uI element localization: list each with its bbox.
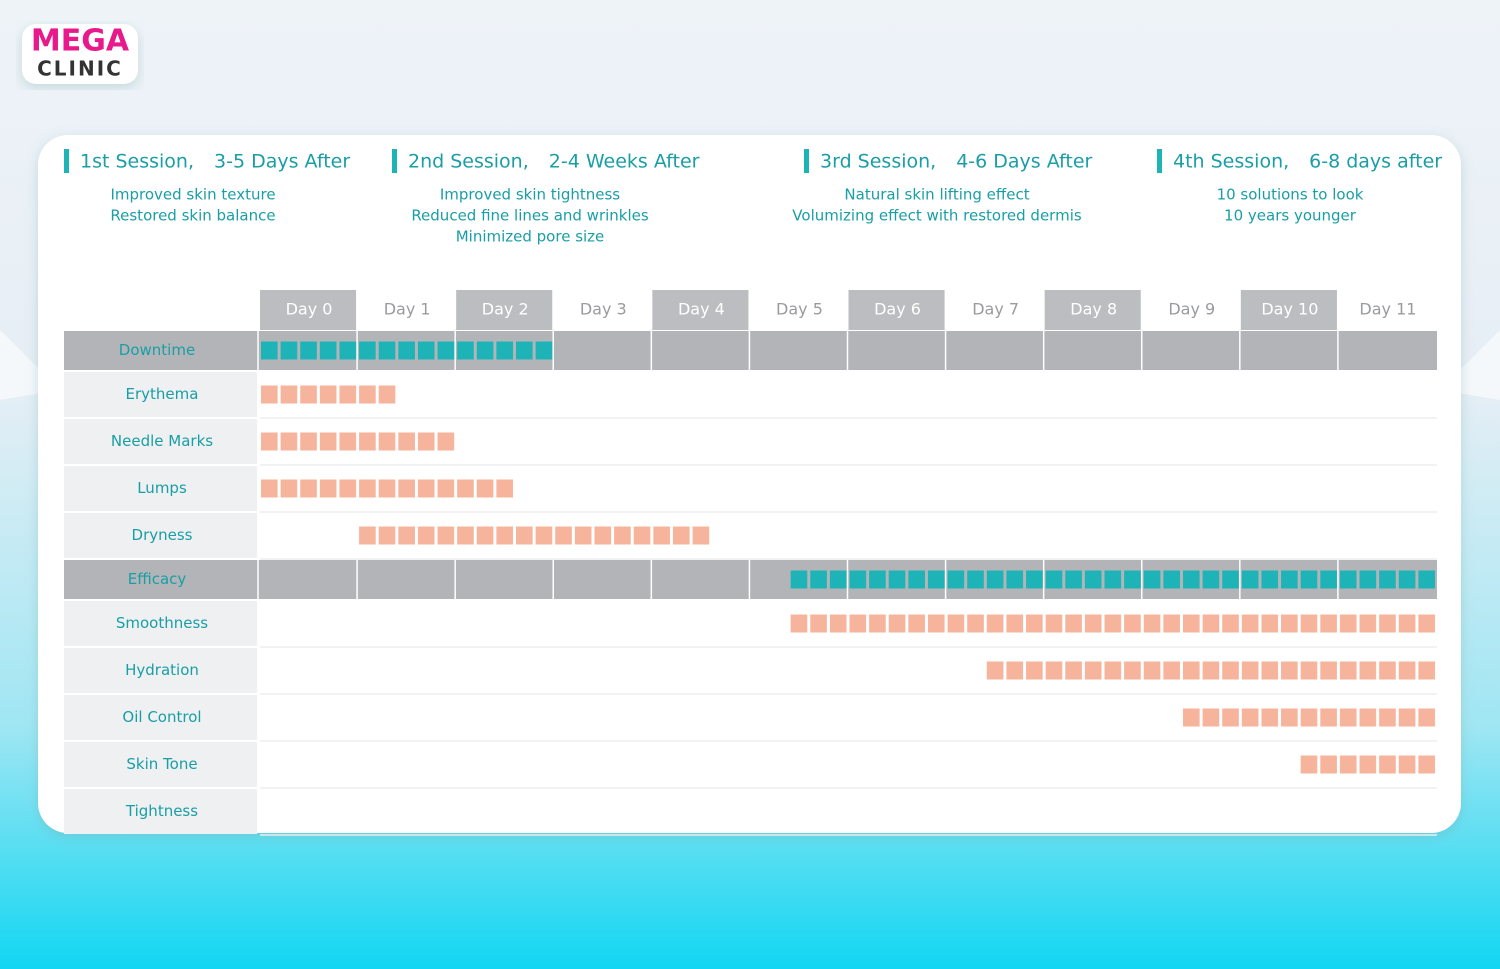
day-label: Day 11	[1359, 300, 1416, 319]
day-label: Day 0	[286, 300, 333, 319]
session-marker	[804, 149, 809, 173]
label-cell	[64, 648, 257, 693]
bar	[260, 479, 516, 498]
day-header	[260, 290, 357, 330]
row-label: Hydration	[125, 661, 199, 679]
session-note: Natural skin lifting effect	[844, 186, 1029, 204]
session-timing: 6-8 days after	[1309, 151, 1442, 173]
day-label: Day 1	[384, 300, 431, 319]
day-label: Day 7	[972, 300, 1019, 319]
label-cell	[64, 419, 257, 464]
session-note: Improved skin texture	[110, 186, 275, 204]
label-cell	[64, 601, 257, 646]
day-header	[652, 290, 749, 330]
day-header	[1044, 290, 1141, 330]
row-label: Erythema	[126, 385, 199, 403]
bar	[260, 341, 555, 360]
day-header	[456, 290, 553, 330]
day-header	[848, 290, 945, 330]
bar	[1181, 708, 1437, 727]
bar	[1299, 755, 1437, 774]
session-title: 3rd Session,	[820, 151, 936, 173]
day-label: Day 8	[1070, 300, 1117, 319]
row-label: Tightness	[125, 802, 198, 820]
label-cell	[64, 789, 257, 834]
row-label: Oil Control	[122, 708, 201, 726]
chart: 1st Session, 3-5 Days After Improved skin …	[64, 149, 1442, 836]
session-note: Reduced fine lines and wrinkles	[411, 207, 649, 225]
day-label: Day 3	[580, 300, 627, 319]
day-label: Day 2	[482, 300, 529, 319]
bar	[358, 526, 712, 545]
row-label: Needle Marks	[111, 432, 213, 450]
session-title: 4th Session,	[1173, 151, 1289, 173]
day-label: Day 5	[776, 300, 823, 319]
label-cell	[64, 513, 257, 558]
logo-bg	[22, 24, 138, 84]
bar	[260, 432, 457, 451]
day-header	[1338, 290, 1435, 330]
logo-text: MEGA	[31, 24, 130, 59]
session-title: 1st Session,	[80, 151, 194, 173]
day-label: Day 4	[678, 300, 725, 319]
logo-text: CLINIC	[37, 57, 123, 81]
day-header	[1240, 290, 1337, 330]
session-note: Volumizing effect with restored dermis	[792, 207, 1082, 225]
day-label: Day 10	[1261, 300, 1318, 319]
row-label: Smoothness	[116, 614, 208, 632]
session-timing: 3-5 Days After	[214, 151, 350, 173]
session-title: 2nd Session,	[408, 151, 529, 173]
session-marker	[1157, 149, 1162, 173]
session-timing: 2-4 Weeks After	[549, 151, 700, 173]
session-note: Improved skin tightness	[440, 186, 620, 204]
day-header	[358, 290, 455, 330]
label-cell	[64, 372, 257, 417]
label-cell	[64, 742, 257, 787]
label-cell	[64, 695, 257, 740]
session-note: 10 solutions to look	[1217, 186, 1364, 204]
logo: MEGA CLINIC	[22, 24, 138, 84]
row-label: Skin Tone	[126, 755, 197, 773]
day-header	[1142, 290, 1239, 330]
session-note: 10 years younger	[1224, 207, 1357, 225]
session-marker	[64, 149, 69, 173]
row-label: Dryness	[132, 526, 193, 544]
session-note: Minimized pore size	[456, 228, 605, 246]
day-label: Day 9	[1168, 300, 1215, 319]
row-label: Lumps	[137, 479, 187, 497]
bar	[260, 385, 398, 404]
bar	[789, 570, 1437, 589]
day-header	[750, 290, 847, 330]
row-label: Downtime	[119, 341, 195, 359]
bar	[985, 661, 1437, 680]
session-note: Restored skin balance	[110, 207, 275, 225]
day-label: Day 6	[874, 300, 921, 319]
label-cell	[64, 466, 257, 511]
session-timing: 4-6 Days After	[956, 151, 1092, 173]
session-marker	[392, 149, 397, 173]
bar	[789, 614, 1437, 633]
day-header	[554, 290, 651, 330]
row-label: Efficacy	[128, 570, 187, 588]
day-header	[946, 290, 1043, 330]
